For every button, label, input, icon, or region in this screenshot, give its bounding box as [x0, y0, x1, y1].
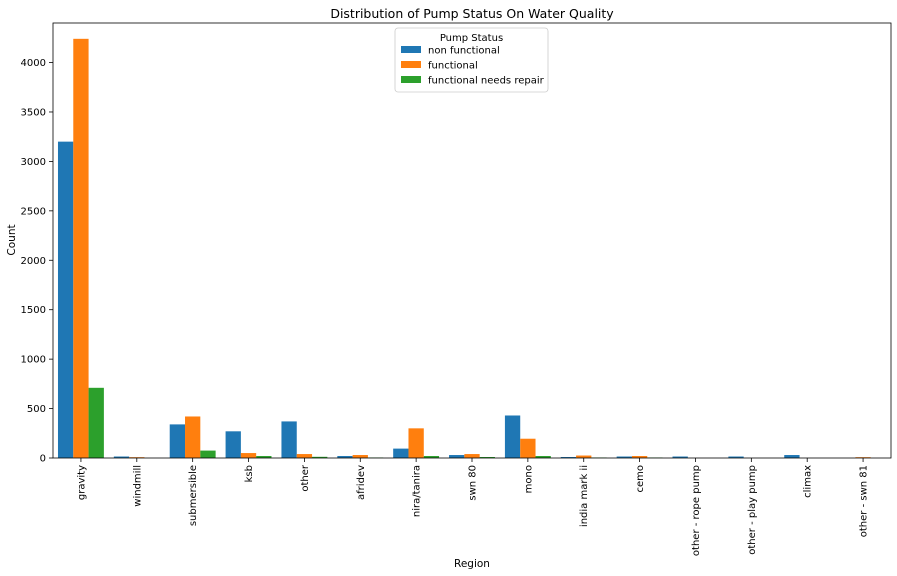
legend: Pump Status non functional functional func…	[394, 27, 549, 93]
bar-non-functional-12	[728, 456, 744, 458]
bar-functional-9	[576, 455, 592, 458]
bar-functional-3	[240, 453, 257, 458]
bar-non-functional-0	[57, 141, 74, 458]
bar-non-functional-4	[281, 421, 297, 458]
bar-functional-4	[296, 454, 313, 458]
legend-box	[394, 27, 549, 93]
bar-non-functional-6	[393, 448, 409, 458]
x-tick-label: mono	[523, 465, 534, 493]
x-tick-label: other	[300, 464, 311, 492]
x-tick-label: ksb	[244, 465, 255, 482]
bar-functional-7	[464, 454, 480, 458]
x-tick-label: nira/tanira	[412, 465, 423, 517]
bar-non-functional-9	[560, 457, 577, 458]
legend-swatch	[401, 46, 421, 53]
x-axis: gravity windmill submersible ksb other afride…	[76, 458, 870, 556]
x-tick-label: submersible	[188, 465, 199, 526]
chart-title: Distribution of Pump Status On Water Qua…	[330, 6, 614, 21]
x-tick-label: other - rope pump	[691, 465, 702, 556]
bar-functional-needs-repair-2	[200, 450, 216, 458]
legend-label: functional	[428, 61, 478, 72]
x-tick-label: gravity	[76, 465, 87, 500]
bar-functional-needs-repair-4	[312, 456, 328, 458]
y-axis-label: Count	[6, 224, 18, 255]
bar-non-functional-10	[616, 456, 632, 458]
bar-functional-needs-repair-6	[423, 456, 440, 458]
y-tick-label: 1000	[21, 355, 46, 366]
y-tick-label: 2000	[21, 256, 46, 267]
bar-functional-0	[73, 38, 89, 458]
y-tick-label: 3500	[21, 107, 46, 118]
bar-non-functional-8	[504, 415, 521, 458]
legend-label: non functional	[428, 46, 500, 57]
bar-functional-5	[352, 455, 368, 458]
bars-layer	[57, 38, 871, 458]
x-tick-label: windmill	[132, 465, 143, 507]
bar-functional-needs-repair-0	[88, 387, 104, 458]
bar-non-functional-5	[337, 456, 353, 458]
x-tick-label: cemo	[635, 465, 646, 493]
y-tick-label: 0	[40, 454, 46, 465]
y-tick-label: 1500	[21, 305, 46, 316]
x-tick-label: other - play pump	[747, 465, 758, 555]
x-tick-label: afridev	[356, 465, 367, 500]
x-tick-label: climax	[803, 465, 814, 498]
y-tick-label: 4000	[21, 58, 46, 69]
y-tick-label: 2500	[21, 206, 46, 217]
legend-swatch	[401, 76, 421, 83]
bar-non-functional-7	[449, 455, 465, 458]
legend-title: Pump Status	[440, 33, 503, 44]
legend-label: functional needs repair	[428, 76, 545, 87]
y-tick-label: 500	[27, 404, 46, 415]
bar-functional-2	[185, 416, 201, 458]
y-tick-label: 3000	[21, 157, 46, 168]
x-tick-label: other - swn 81	[859, 465, 870, 537]
legend-swatch	[401, 61, 421, 68]
bar-non-functional-13	[784, 455, 800, 458]
bar-non-functional-2	[169, 424, 186, 458]
x-tick-label: india mark ii	[579, 465, 590, 527]
bar-functional-needs-repair-8	[535, 456, 551, 458]
bar-non-functional-3	[225, 431, 241, 458]
y-axis: 0 500 1000 1500 2000 2500 3000 3500 4000	[21, 58, 53, 465]
x-axis-label: Region	[454, 558, 490, 570]
bar-non-functional-1	[113, 456, 130, 458]
plot-frame	[52, 22, 892, 459]
x-tick-label: swn 80	[468, 465, 479, 501]
bar-functional-6	[408, 428, 424, 458]
bar-functional-8	[520, 438, 536, 458]
bar-functional-needs-repair-3	[256, 456, 272, 458]
bar-non-functional-11	[672, 456, 688, 458]
bar-functional-needs-repair-7	[479, 457, 495, 458]
bar-functional-10	[631, 456, 648, 458]
